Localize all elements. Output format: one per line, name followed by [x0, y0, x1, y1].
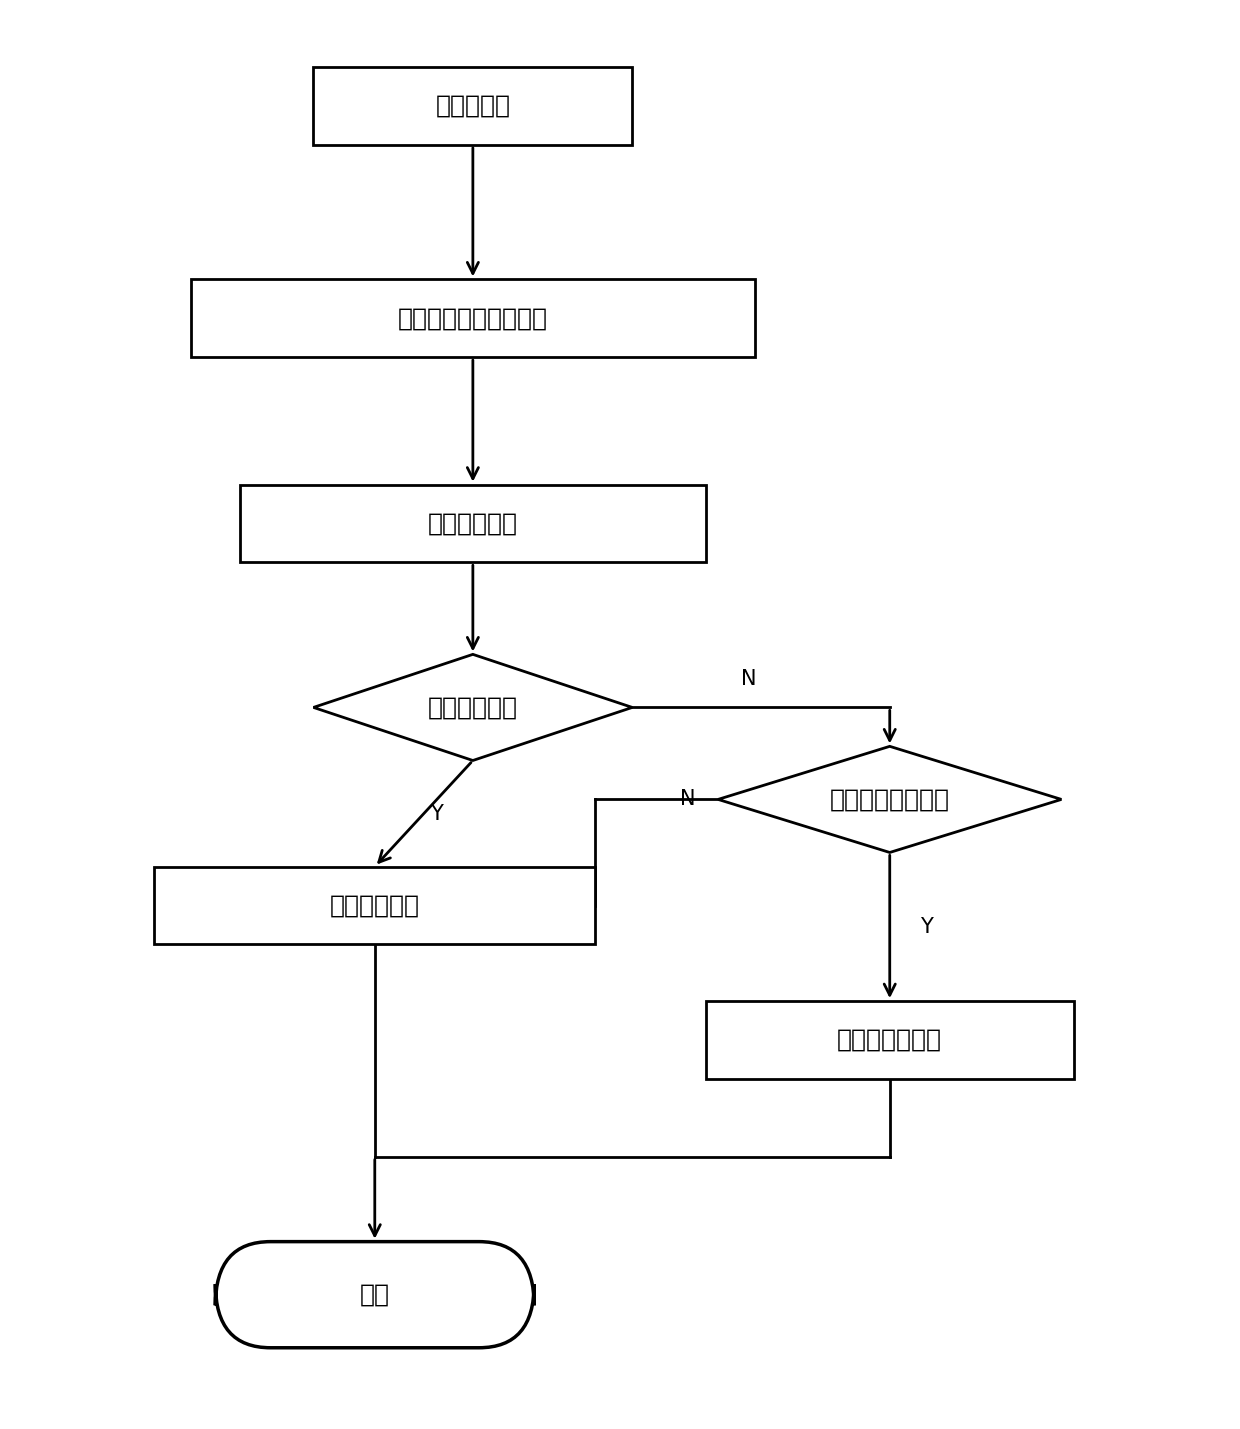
Text: Y: Y: [429, 803, 443, 823]
Text: 给定功率小于实际: 给定功率小于实际: [830, 787, 950, 812]
Text: N: N: [742, 669, 756, 689]
Text: 交直流电压、电流采样: 交直流电压、电流采样: [398, 306, 548, 330]
Polygon shape: [718, 746, 1061, 853]
Text: 切至恒压模式: 切至恒压模式: [330, 893, 420, 917]
Text: 退出: 退出: [360, 1283, 389, 1306]
Text: 切至恒功率模式: 切至恒功率模式: [837, 1027, 942, 1052]
Text: 恒流率模式: 恒流率模式: [435, 94, 511, 119]
Text: Y: Y: [920, 917, 932, 937]
FancyBboxPatch shape: [216, 1242, 534, 1348]
Text: 网侧功率计算: 网侧功率计算: [428, 512, 518, 536]
FancyBboxPatch shape: [154, 866, 595, 945]
FancyBboxPatch shape: [191, 279, 755, 357]
Text: N: N: [680, 789, 696, 809]
FancyBboxPatch shape: [239, 484, 706, 563]
FancyBboxPatch shape: [314, 67, 632, 144]
Text: 电压超过限值: 电压超过限值: [428, 696, 518, 719]
Polygon shape: [314, 654, 632, 760]
FancyBboxPatch shape: [706, 1002, 1074, 1079]
